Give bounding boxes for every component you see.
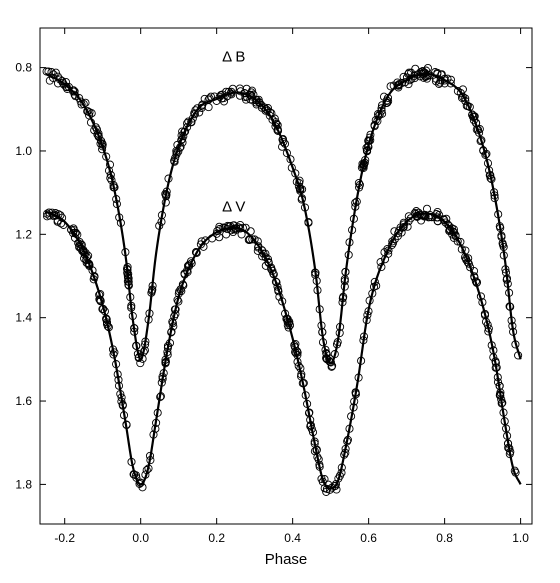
observation-point bbox=[244, 235, 253, 244]
observation-point bbox=[461, 94, 470, 103]
observation-point bbox=[444, 221, 454, 230]
observation-point bbox=[411, 64, 420, 73]
x-tick-label: 0.8 bbox=[436, 531, 453, 545]
observation-point bbox=[388, 237, 397, 246]
observation-point bbox=[456, 89, 465, 98]
observation-point bbox=[248, 86, 257, 95]
observation-point bbox=[254, 242, 263, 251]
observation-point bbox=[464, 259, 473, 268]
y-tick-label: 1.2 bbox=[15, 227, 32, 241]
observation-point bbox=[374, 112, 383, 121]
x-tick-label: 0.2 bbox=[208, 531, 225, 545]
observation-point bbox=[190, 110, 199, 119]
fitted-curve-0 bbox=[45, 72, 522, 365]
plot-frame bbox=[39, 27, 533, 525]
observation-point bbox=[62, 83, 71, 92]
series-label: Δ B bbox=[222, 48, 245, 65]
observation-point bbox=[85, 111, 94, 120]
observation-point bbox=[198, 100, 207, 109]
observation-point bbox=[67, 225, 76, 234]
fitted-curves bbox=[45, 72, 522, 490]
observation-point bbox=[219, 97, 229, 106]
observation-point bbox=[70, 87, 79, 96]
observation-point bbox=[398, 223, 407, 232]
series-label: Δ V bbox=[222, 198, 245, 215]
observation-point bbox=[136, 478, 145, 487]
x-tick-label: 0.4 bbox=[284, 531, 301, 545]
x-tick-label: -0.2 bbox=[54, 531, 75, 545]
observation-point bbox=[461, 96, 470, 106]
observation-point bbox=[79, 99, 88, 109]
observation-point bbox=[260, 103, 269, 112]
observation-point bbox=[248, 235, 257, 244]
observation-point bbox=[377, 104, 386, 113]
observation-point bbox=[250, 235, 259, 244]
observation-point bbox=[265, 111, 274, 120]
observation-point bbox=[394, 229, 403, 238]
observation-point bbox=[396, 223, 405, 232]
observation-point bbox=[450, 228, 459, 237]
observation-point bbox=[434, 79, 444, 88]
axis-ticks bbox=[40, 28, 532, 524]
observation-point bbox=[394, 80, 403, 89]
observation-point bbox=[422, 74, 432, 83]
observation-point bbox=[44, 208, 54, 217]
x-tick-label: 0.0 bbox=[132, 531, 149, 545]
observation-point bbox=[177, 136, 186, 145]
observation-point bbox=[279, 137, 288, 147]
observation-point bbox=[421, 72, 430, 81]
observation-point bbox=[83, 107, 92, 116]
observation-point bbox=[273, 125, 282, 134]
observation-point bbox=[468, 110, 477, 119]
y-tick-label: 0.8 bbox=[15, 61, 32, 75]
observation-point bbox=[222, 230, 231, 239]
observation-point bbox=[196, 240, 205, 249]
series-labels: Δ B Δ V bbox=[222, 48, 245, 215]
observation-point bbox=[446, 79, 455, 88]
observation-point bbox=[439, 215, 448, 225]
observation-point bbox=[404, 69, 413, 79]
observation-point bbox=[192, 248, 201, 257]
observation-point bbox=[237, 230, 246, 239]
observation-point bbox=[79, 247, 88, 256]
y-tick-label: 1.0 bbox=[15, 144, 32, 158]
observation-points bbox=[42, 63, 523, 496]
y-tick-label: 1.6 bbox=[15, 394, 32, 408]
tick-labels: -0.2 0.0 0.2 0.4 0.6 0.8 1.0 0.8 1.0 1.2 1.4 1.6 1.8 bbox=[15, 61, 529, 545]
observation-point bbox=[241, 95, 251, 104]
y-tick-label: 1.8 bbox=[15, 477, 32, 491]
x-tick-label: 0.6 bbox=[360, 531, 377, 545]
observation-point bbox=[422, 204, 432, 213]
x-axis-title: Phase bbox=[265, 551, 308, 568]
observation-point bbox=[273, 282, 282, 291]
observation-point bbox=[182, 123, 192, 132]
observation-point bbox=[236, 87, 245, 96]
observation-point bbox=[399, 72, 408, 81]
observation-point bbox=[459, 93, 468, 102]
observation-point bbox=[325, 485, 334, 494]
observation-point bbox=[75, 237, 84, 246]
observation-point bbox=[386, 82, 395, 91]
y-tick-label: 1.4 bbox=[15, 311, 32, 325]
observation-point bbox=[181, 127, 190, 136]
fitted-curve-1 bbox=[45, 210, 522, 490]
observation-point bbox=[51, 68, 60, 77]
x-tick-label: 1.0 bbox=[512, 531, 529, 545]
observation-point bbox=[190, 109, 199, 118]
